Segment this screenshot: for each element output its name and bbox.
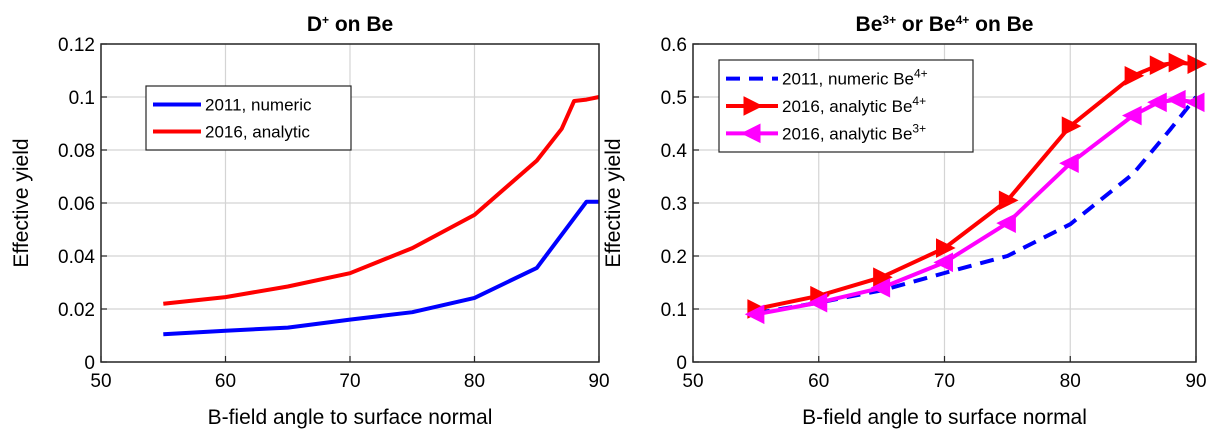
data-point — [1122, 105, 1142, 126]
series-line — [163, 95, 600, 306]
x-tick-label: 80 — [464, 371, 485, 392]
chart-1: 50 60 70 80 90 0 0.02 0.04 0.06 0.08 0.1 0.12 B-fiel… — [10, 13, 610, 429]
series-line — [755, 95, 1198, 316]
y-tick-label: 0.04 — [58, 247, 95, 268]
x-tick-label: 50 — [90, 371, 111, 392]
chart-title: D+ on Be — [307, 13, 393, 36]
x-axis-label: B-field angle to surface normal — [802, 406, 1087, 429]
data-point — [933, 252, 953, 273]
legend-entry: 2011, numeric — [205, 96, 312, 115]
x-tick-label: 70 — [339, 371, 360, 392]
x-tick-label: 90 — [1185, 371, 1206, 392]
legend-entry: 2011, numeric Be4+ — [782, 67, 928, 89]
x-tick-label: 90 — [588, 371, 609, 392]
chart-title: Be3+ or Be4+ on Be — [856, 13, 1034, 36]
y-tick-label: 0.5 — [661, 88, 687, 109]
data-point — [1168, 52, 1189, 73]
x-tick-label: 80 — [1060, 371, 1081, 392]
y-tick-label: 0 — [84, 353, 95, 374]
y-tick-label: 0.6 — [661, 35, 687, 56]
data-point — [996, 213, 1016, 233]
data-point — [1124, 65, 1145, 86]
x-axis-label: B-field angle to surface normal — [208, 406, 493, 429]
x-tick-label: 70 — [934, 371, 955, 392]
legend: 2011, numeric Be4+ 2016, analytic Be4+ 201… — [718, 59, 974, 153]
y-tick-label: 0.12 — [58, 35, 95, 56]
y-tick-label: 0.2 — [661, 247, 687, 268]
data-point — [1187, 54, 1208, 74]
data-point — [1147, 92, 1167, 113]
y-axis-label: Effective yield — [10, 138, 33, 267]
data-point — [807, 292, 828, 313]
data-point — [998, 190, 1019, 211]
x-tick-label: 50 — [682, 371, 703, 392]
series-line — [755, 60, 1197, 311]
data-point — [936, 238, 956, 258]
data-point — [1149, 55, 1170, 76]
y-tick-label: 0.08 — [58, 141, 95, 162]
y-tick-label: 0.02 — [58, 300, 95, 321]
legend-entry: 2016, analytic — [205, 123, 310, 142]
data-point — [873, 267, 893, 288]
y-axis-label: Effective yield — [602, 138, 625, 267]
data-point — [1059, 153, 1079, 174]
legend-marker — [743, 96, 764, 116]
y-tick-label: 0.06 — [58, 194, 95, 215]
y-tick-label: 0.1 — [661, 300, 687, 321]
data-point — [744, 304, 765, 325]
legend: 2011, numeric 2016, analytic — [145, 85, 352, 151]
series-line — [163, 199, 599, 337]
data-point — [1061, 116, 1082, 136]
legend-entry: 2016, analytic Be3+ — [782, 121, 926, 143]
legend-entry: 2016, analytic Be4+ — [782, 94, 926, 116]
y-tick-label: 0 — [676, 353, 687, 374]
legend-box — [145, 85, 352, 151]
y-tick-label: 0.4 — [661, 141, 688, 162]
data-point — [1166, 89, 1186, 110]
data-point — [1184, 92, 1205, 113]
y-tick-label: 0.3 — [661, 194, 687, 215]
x-tick-label: 60 — [808, 371, 829, 392]
data-point — [870, 277, 891, 298]
series-line — [755, 97, 1197, 317]
x-tick-label: 60 — [215, 371, 236, 392]
chart-2: 50 60 70 80 90 0 0.1 0.2 0.3 0.4 0.5 0.6 B-field ang… — [602, 13, 1208, 429]
y-tick-label: 0.1 — [69, 88, 95, 109]
legend-marker — [740, 123, 761, 144]
